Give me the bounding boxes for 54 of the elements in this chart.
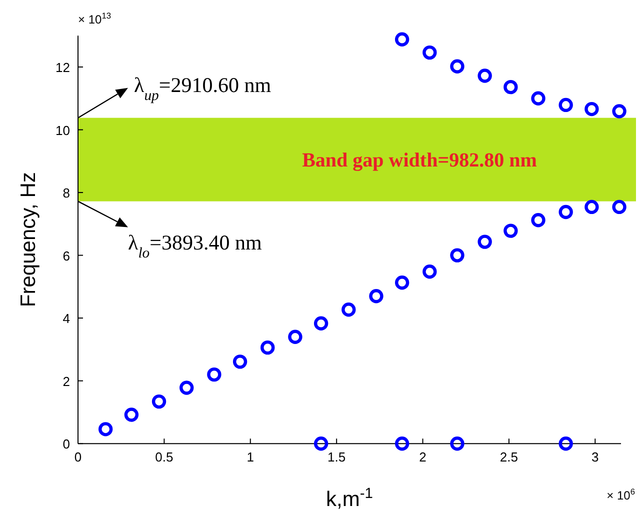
point: [207, 367, 222, 382]
point: [394, 436, 410, 451]
point: [558, 204, 573, 220]
point: [558, 436, 573, 451]
point: [584, 200, 599, 214]
y-tick-label: 12: [56, 60, 70, 75]
point: [478, 68, 492, 83]
point: [504, 224, 518, 238]
point: [152, 394, 166, 409]
point: [288, 330, 302, 344]
point: [394, 32, 410, 46]
point: [450, 248, 464, 262]
y-tick-label: 4: [62, 311, 70, 326]
x-tick-label: 1.5: [328, 450, 346, 465]
text: × 10$^{6}$: [606, 486, 636, 503]
point: [612, 200, 626, 214]
point: [342, 302, 356, 317]
y-tick-label: 6: [62, 248, 70, 264]
y-tick-label: 0: [62, 436, 70, 452]
point: [369, 288, 384, 304]
x-tick-label: 2: [419, 450, 426, 465]
point: [314, 316, 328, 330]
x-tick-label: 3: [592, 450, 599, 465]
x-tick-label: 0: [74, 450, 82, 465]
point: [478, 234, 492, 249]
point: [98, 422, 113, 436]
y-axis-title: Frequency, Hz: [17, 172, 40, 308]
point: [504, 80, 518, 94]
point: [450, 59, 464, 74]
y-tick-label: 8: [62, 186, 70, 201]
x-axis-title: k,m$^{-1}$: [326, 486, 373, 511]
point: [124, 408, 139, 422]
point: [260, 340, 275, 355]
point: [422, 264, 437, 279]
point: [612, 104, 626, 118]
point: [584, 102, 599, 116]
annotation: λ$_{up}$=2910.60 nm: [134, 72, 272, 104]
point: [232, 354, 248, 369]
x-tick-label: 0.5: [155, 450, 174, 465]
point: [180, 380, 194, 395]
text: × 10$^{13}$: [78, 10, 112, 27]
point: [531, 91, 546, 106]
point: [422, 45, 437, 60]
x-tick-label: 1: [246, 450, 254, 465]
point: [394, 275, 410, 290]
point: [314, 436, 328, 451]
band-label: Band gap width=982.80 nm: [302, 150, 538, 172]
y-tick-label: 2: [62, 374, 70, 389]
y-tick-label: 10: [56, 122, 70, 138]
point: [450, 436, 464, 451]
x-tick-label: 2.5: [500, 450, 518, 465]
point: [531, 213, 546, 228]
annotation: λ$_{lo}$=3893.40 nm: [128, 230, 262, 262]
point: [558, 98, 573, 112]
